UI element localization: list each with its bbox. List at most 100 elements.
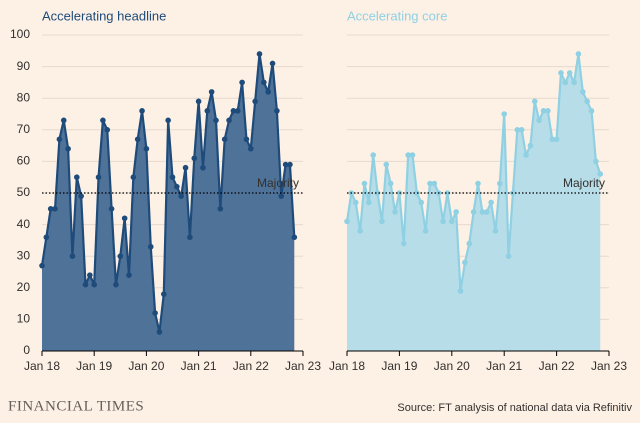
point — [152, 310, 158, 316]
source: Source: FT analysis of national data via… — [397, 402, 632, 414]
point — [91, 281, 97, 288]
point — [191, 155, 198, 162]
point — [139, 108, 145, 114]
point — [396, 190, 403, 196]
point — [265, 89, 272, 95]
majority-label: Majority — [563, 176, 605, 190]
point — [462, 259, 468, 266]
point — [243, 136, 250, 143]
point — [457, 288, 464, 294]
point — [531, 98, 538, 105]
point — [540, 108, 547, 114]
point — [208, 89, 215, 95]
point — [278, 193, 285, 199]
point — [418, 199, 425, 206]
point — [200, 164, 206, 171]
point — [108, 206, 115, 212]
point — [74, 174, 80, 180]
point — [505, 253, 512, 259]
point — [400, 240, 407, 247]
point — [239, 79, 245, 86]
point — [497, 180, 503, 187]
y-tick-label: 40 — [17, 217, 31, 231]
point — [431, 180, 438, 187]
point — [558, 70, 564, 76]
point — [357, 228, 363, 234]
point — [282, 161, 289, 168]
point — [549, 136, 556, 143]
point — [130, 174, 137, 180]
brand: FINANCIAL TIMES — [8, 398, 144, 414]
y-tick-label: 100 — [10, 27, 30, 41]
point — [165, 117, 171, 124]
point — [52, 206, 58, 212]
point — [584, 98, 590, 105]
x-tick-label: Jan 23 — [591, 359, 627, 373]
point — [121, 215, 128, 222]
point — [47, 206, 54, 212]
point — [414, 190, 420, 196]
point — [182, 164, 189, 171]
x-tick-label: Jan 19 — [76, 359, 112, 373]
point — [43, 234, 50, 241]
y-tick-label: 70 — [17, 122, 31, 136]
y-tick-label: 20 — [17, 280, 31, 294]
point — [126, 272, 132, 278]
point — [379, 218, 385, 225]
point — [252, 98, 258, 105]
point — [287, 161, 293, 168]
point — [427, 180, 433, 187]
point — [195, 98, 202, 105]
point — [440, 218, 446, 225]
y-tick-label: 0 — [23, 343, 30, 357]
point — [78, 193, 84, 199]
point — [117, 253, 124, 259]
point — [588, 108, 595, 114]
point — [169, 174, 176, 180]
point — [344, 218, 350, 225]
point — [501, 111, 508, 117]
point — [221, 136, 228, 143]
point — [383, 161, 390, 168]
point — [405, 152, 411, 158]
point — [69, 253, 76, 259]
x-tick-label: Jan 23 — [285, 359, 321, 373]
point — [104, 127, 111, 133]
point — [422, 228, 429, 234]
y-tick-label: 80 — [17, 90, 31, 104]
point — [291, 234, 298, 241]
point — [143, 145, 150, 152]
point — [178, 193, 184, 199]
point — [536, 117, 542, 124]
y-tick-label: 90 — [17, 59, 31, 73]
point — [274, 108, 280, 114]
point — [261, 79, 267, 86]
point — [147, 243, 154, 250]
x-tick-label: Jan 22 — [233, 359, 269, 373]
y-tick-label: 30 — [17, 248, 31, 262]
y-tick-label: 60 — [17, 154, 31, 168]
point — [134, 136, 141, 143]
point — [352, 199, 359, 206]
point — [374, 190, 381, 196]
point — [269, 60, 276, 67]
point — [409, 152, 416, 158]
point — [370, 152, 377, 158]
point — [387, 180, 394, 187]
point — [95, 174, 102, 180]
x-tick-label: Jan 18 — [24, 359, 60, 373]
point — [256, 51, 263, 57]
point — [444, 190, 451, 196]
point — [571, 79, 577, 86]
point — [156, 329, 163, 335]
point — [230, 108, 237, 114]
point — [87, 272, 93, 278]
point — [479, 209, 486, 215]
y-tick-label: 10 — [17, 312, 31, 326]
point — [204, 108, 211, 114]
x-tick-label: Jan 20 — [434, 359, 470, 373]
point — [562, 79, 569, 86]
point — [580, 89, 586, 95]
point — [213, 117, 219, 124]
x-tick-label: Jan 18 — [329, 359, 365, 373]
